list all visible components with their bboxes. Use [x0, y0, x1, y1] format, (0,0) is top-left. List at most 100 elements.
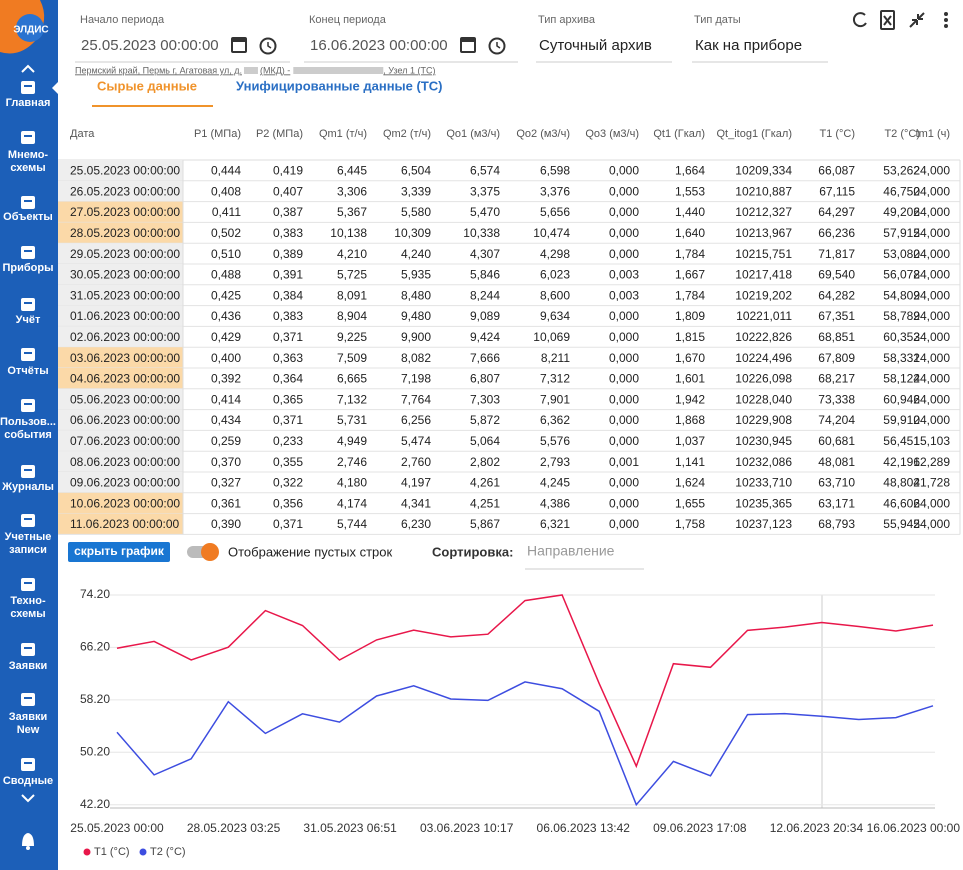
- cell-text: 5,744: [337, 517, 367, 531]
- scroll-down[interactable]: [21, 794, 35, 803]
- nav-icon: [21, 81, 35, 94]
- filter-label: Тип даты: [694, 14, 741, 26]
- date-text: 31.05.2023 00:00:00: [70, 288, 180, 302]
- bell-icon[interactable]: [22, 833, 34, 850]
- cell-text: 10219,202: [735, 288, 792, 302]
- nav-item[interactable]: Сводные: [3, 758, 53, 787]
- cell-text: 7,312: [540, 372, 570, 386]
- cell-text: 10210,887: [735, 184, 792, 198]
- cell-text: 0,387: [273, 205, 303, 219]
- cell-text: 7,901: [540, 392, 570, 406]
- cell-text: 8,091: [337, 288, 367, 302]
- clock-icon[interactable]: [488, 37, 506, 55]
- cell-text: 0,356: [273, 496, 303, 510]
- clock-hands: [496, 42, 501, 49]
- cell-text: 24,000: [913, 517, 950, 531]
- legend-marker[interactable]: [83, 848, 91, 856]
- excel-icon[interactable]: [880, 10, 895, 30]
- nav-item[interactable]: Объекты: [3, 196, 53, 223]
- nav-item[interactable]: Мнемо-схемы: [8, 131, 48, 174]
- cell-text: 5,935: [401, 268, 431, 282]
- cell-text: 0,000: [609, 372, 639, 386]
- cell-text: 3,339: [401, 184, 431, 198]
- cell-text: 73,338: [818, 392, 855, 406]
- y-tick-label: 74.20: [80, 587, 110, 601]
- cell-text: 0,371: [273, 413, 303, 427]
- nav-label: Журналы: [1, 481, 54, 493]
- sort-select[interactable]: Направление: [527, 543, 615, 559]
- legend-marker[interactable]: [139, 848, 147, 856]
- date-cell: [58, 472, 183, 493]
- collapse-icon[interactable]: [909, 12, 925, 28]
- cell-text: 4,174: [337, 496, 367, 510]
- cell-text: 3,376: [540, 184, 570, 198]
- cell-text: 1,670: [675, 351, 705, 365]
- cell-text: 63,171: [818, 496, 855, 510]
- cell-text: 4,245: [540, 476, 570, 490]
- clock-icon[interactable]: [259, 37, 277, 55]
- cell-text: 10222,826: [735, 330, 792, 344]
- cell-text: 54,809: [883, 288, 920, 302]
- address-part: , Узел 1 (ТС): [383, 65, 435, 75]
- cell-text: 42,196: [883, 455, 920, 469]
- cell-text: 4,341: [401, 496, 431, 510]
- cell-text: 66,236: [818, 226, 855, 240]
- nav-label: схемы: [10, 608, 45, 620]
- x-tick-label: 06.06.2023 13:42: [537, 821, 631, 835]
- nav-item[interactable]: Главная: [6, 81, 51, 109]
- toolbar: [852, 10, 925, 30]
- cell-text: 0,000: [609, 309, 639, 323]
- nav-item[interactable]: Заявки: [9, 643, 47, 672]
- date-cell: [58, 368, 183, 389]
- scroll-up[interactable]: [21, 64, 35, 73]
- cell-text: 5,580: [401, 205, 431, 219]
- cell-text: 10,309: [394, 226, 431, 240]
- nav-item[interactable]: Приборы: [2, 246, 54, 274]
- date-text: 07.06.2023 00:00:00: [70, 434, 180, 448]
- cell-text: 68,217: [818, 372, 855, 386]
- nav-icon-detail: [24, 697, 32, 699]
- cell-text: 68,793: [818, 517, 855, 531]
- cell-text: 0,000: [609, 330, 639, 344]
- nav-item[interactable]: Техно-схемы: [10, 578, 46, 620]
- cell-text: 10228,040: [735, 392, 792, 406]
- cell-text: 0,000: [609, 351, 639, 365]
- date-text: 05.06.2023 00:00:00: [70, 392, 180, 406]
- cell-text: 10,474: [533, 226, 570, 240]
- cell-text: 4,210: [337, 247, 367, 261]
- cell-text: 1,667: [675, 268, 705, 282]
- nav-label: события: [4, 429, 52, 441]
- date-cell: [58, 305, 183, 327]
- cell-text: 48,804: [883, 476, 920, 490]
- nav-label: New: [17, 724, 40, 736]
- nav-icon-detail: [24, 302, 32, 304]
- cell-text: 10213,967: [735, 226, 792, 240]
- cell-text: 1,809: [675, 309, 705, 323]
- date-cell: [58, 222, 183, 244]
- nav-icon: [21, 196, 35, 209]
- clock-hands: [267, 42, 272, 49]
- cell-text: 2,793: [540, 455, 570, 469]
- refresh-icon[interactable]: [852, 12, 867, 28]
- cell-text: 10226,098: [735, 372, 792, 386]
- toggle-knob: [201, 543, 219, 561]
- nav-item[interactable]: Учёт: [16, 298, 41, 326]
- cell-text: 8,082: [401, 351, 431, 365]
- more-icon[interactable]: [944, 12, 948, 28]
- nav-item[interactable]: Журналы: [1, 465, 54, 493]
- cell-text: 60,946: [883, 392, 920, 406]
- cell-text: 0,488: [211, 268, 241, 282]
- cell-text: 57,915: [883, 226, 920, 240]
- nav-item[interactable]: Отчёты: [7, 348, 49, 377]
- nav-icon-detail: [24, 582, 32, 584]
- cell-text: 24,000: [913, 309, 950, 323]
- hide-chart-button[interactable]: [68, 542, 170, 562]
- cell-text: 9,634: [540, 309, 570, 323]
- tab[interactable]: Унифицированные данные (ТС): [236, 78, 442, 93]
- column-header: Qm2 (т/ч): [383, 128, 431, 140]
- nav-item[interactable]: Пользов...события: [0, 399, 56, 441]
- cell-text: 0,411: [212, 205, 241, 219]
